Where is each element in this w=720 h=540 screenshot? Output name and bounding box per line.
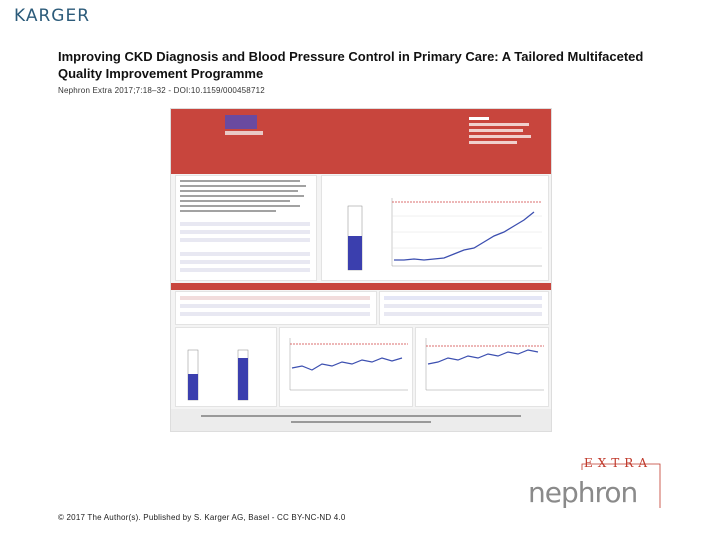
poster-footer [171, 409, 551, 431]
poster-prevalence-chart [347, 198, 542, 271]
journal-logo-extra: EXTRA [584, 456, 653, 470]
poster-bar-panel [175, 327, 277, 407]
poster-intro-panel [175, 175, 317, 281]
poster-line-chart-right [425, 338, 544, 391]
copyright-notice: © 2017 The Author(s). Published by S. Ka… [58, 513, 346, 522]
article-title: Improving CKD Diagnosis and Blood Pressu… [58, 49, 644, 81]
poster-line-chart-left [289, 338, 408, 391]
university-logo [225, 115, 257, 129]
poster-table-panel-left [175, 291, 377, 325]
poster-line-panel-left [279, 327, 413, 407]
poster-date-band [171, 167, 551, 174]
nihr-logo [469, 117, 539, 157]
poster-table-panel-right [379, 291, 549, 325]
poster-bar-charts [187, 349, 249, 401]
university-logo-subtitle [225, 131, 263, 135]
karger-logo[interactable]: KARGER [14, 6, 91, 26]
poster-prevalence-panel [321, 175, 549, 281]
journal-logo-frame [581, 463, 661, 508]
poster-header [171, 109, 551, 167]
figure-poster-image [170, 108, 552, 432]
journal-logo-name: nephron [528, 476, 638, 509]
poster-section-band [171, 283, 551, 290]
citation: Nephron Extra 2017;7:18–32 - DOI:10.1159… [58, 86, 265, 95]
poster-line-panel-right [415, 327, 549, 407]
nephron-extra-logo: EXTRA nephron [522, 456, 672, 512]
